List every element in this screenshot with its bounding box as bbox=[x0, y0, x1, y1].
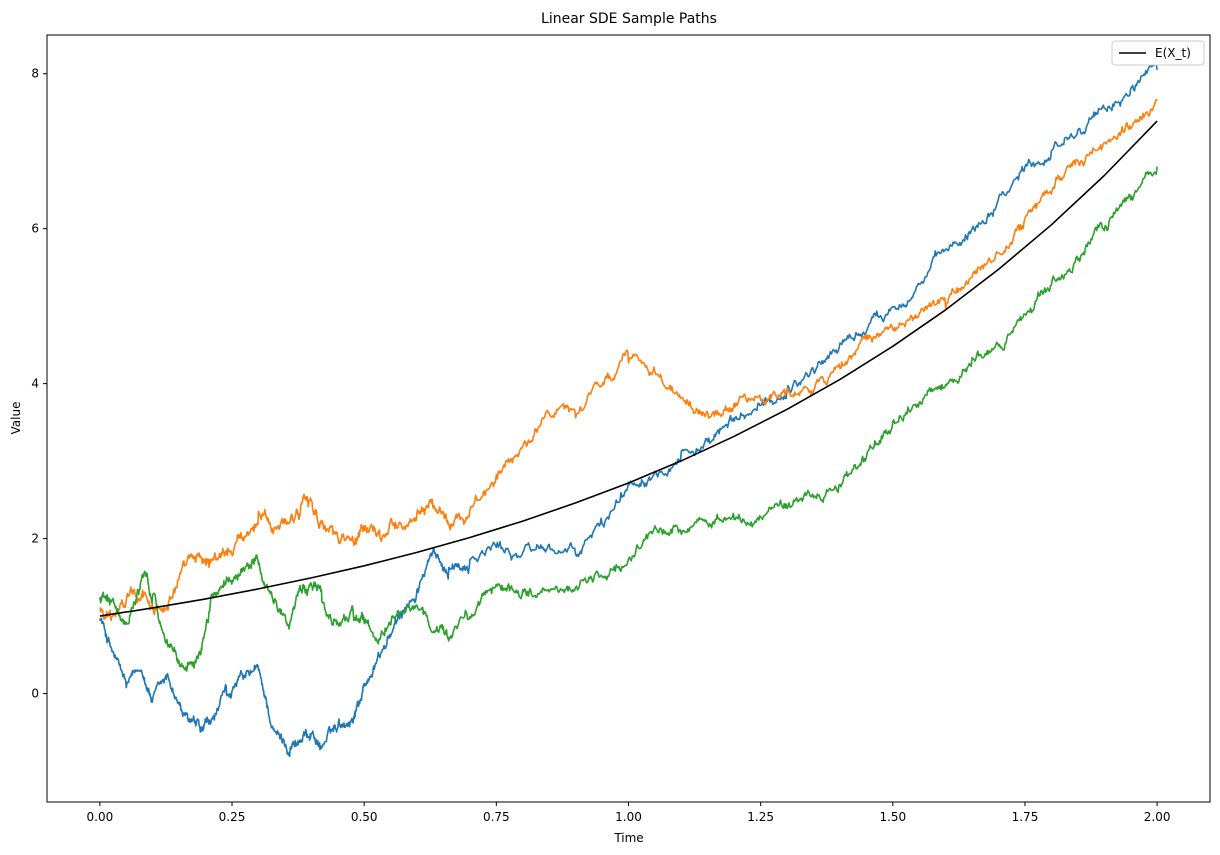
series-line-sample-path-1 bbox=[99, 62, 1158, 758]
plot-area bbox=[47, 35, 1210, 802]
x-tick-label: 0.25 bbox=[219, 810, 246, 824]
y-tick-label: 6 bbox=[31, 222, 39, 236]
series-line-sample-path-3 bbox=[99, 166, 1158, 672]
x-tick-label: 1.75 bbox=[1012, 810, 1039, 824]
x-tick-label: 0.50 bbox=[351, 810, 378, 824]
series-line-expected-value bbox=[99, 120, 1158, 617]
x-tick-label: 1.25 bbox=[747, 810, 774, 824]
x-axis: 0.00 0.25 0.50 0.75 1.00 1.25 1.50 1.75 2.00 bbox=[87, 802, 1171, 824]
legend-box bbox=[1111, 40, 1205, 66]
chart-title: Linear SDE Sample Paths bbox=[541, 11, 717, 27]
series-lines bbox=[99, 62, 1158, 758]
legend-label: E(X_t) bbox=[1155, 46, 1191, 60]
x-tick-label: 2.00 bbox=[1144, 810, 1171, 824]
y-tick-label: 4 bbox=[31, 377, 39, 391]
x-tick-label: 0.00 bbox=[87, 810, 114, 824]
y-axis-title: Value bbox=[9, 402, 23, 435]
y-tick-label: 0 bbox=[31, 687, 39, 701]
x-tick-label: 0.75 bbox=[483, 810, 510, 824]
legend: E(X_t) bbox=[1111, 40, 1205, 66]
series-line-sample-path-2 bbox=[99, 98, 1158, 622]
x-tick-label: 1.00 bbox=[615, 810, 642, 824]
y-axis: 0 2 4 6 8 bbox=[31, 67, 47, 701]
x-tick-label: 1.50 bbox=[879, 810, 906, 824]
x-axis-title: Time bbox=[613, 831, 643, 845]
y-tick-label: 8 bbox=[31, 67, 39, 81]
y-tick-label: 2 bbox=[31, 532, 39, 546]
